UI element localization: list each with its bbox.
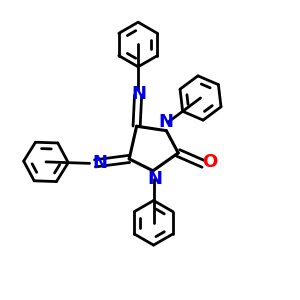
Text: N: N xyxy=(131,85,146,103)
Text: O: O xyxy=(202,154,217,172)
Text: N: N xyxy=(158,113,173,131)
Text: N: N xyxy=(93,154,108,172)
Text: N: N xyxy=(147,170,162,188)
